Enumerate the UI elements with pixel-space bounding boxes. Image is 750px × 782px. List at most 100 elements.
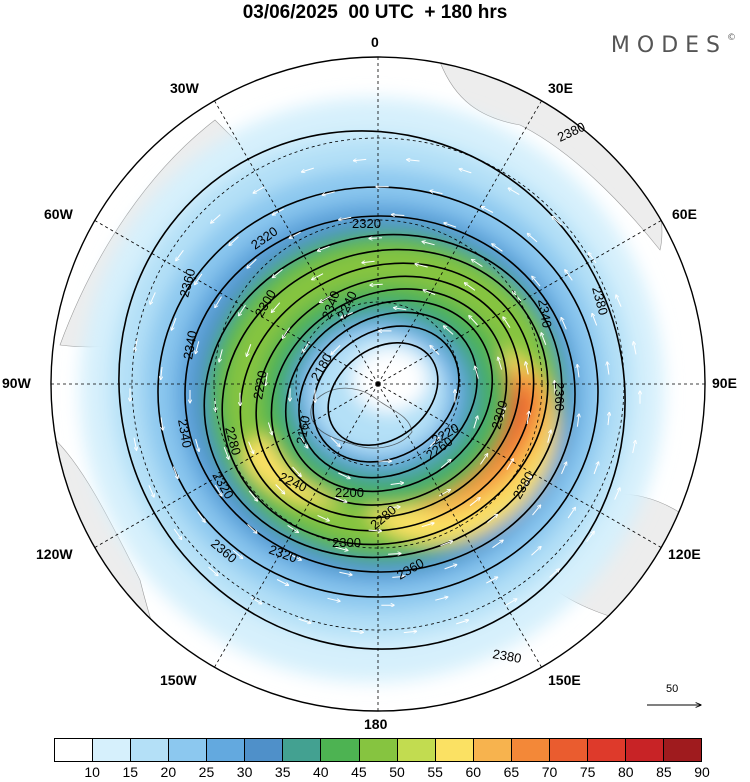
meridian-line xyxy=(214,100,379,385)
wind-vector xyxy=(272,269,283,277)
wind-vector xyxy=(368,530,382,531)
wind-vector xyxy=(440,459,451,469)
wind-vector xyxy=(335,546,348,550)
wind-vector xyxy=(327,597,341,601)
wind-vector xyxy=(362,261,375,263)
contour-2160 xyxy=(327,341,439,447)
wind-vector xyxy=(172,466,178,479)
polar-map: 2380 2380 2380 2380 2360 2360 2360 2360 … xyxy=(50,56,706,712)
wind-vector xyxy=(370,284,383,285)
wind-vector xyxy=(322,191,335,195)
contour-label: 2360 xyxy=(552,382,567,411)
wind-vector xyxy=(275,484,285,494)
wind-vector xyxy=(524,476,532,488)
wind-vector xyxy=(492,244,503,252)
wind-vector xyxy=(549,569,560,578)
wind-vector xyxy=(331,345,341,354)
wind-vector xyxy=(247,524,258,533)
contour-label: 2360 xyxy=(176,267,198,299)
contour-2260 xyxy=(255,275,521,519)
wind-vector xyxy=(531,547,542,556)
wind-vector xyxy=(353,159,367,160)
colorbar-swatch xyxy=(169,739,208,761)
colorbar-swatch xyxy=(473,739,512,761)
wind-vector xyxy=(577,414,579,427)
lon-label-90E: 90E xyxy=(712,375,737,391)
wind-vector xyxy=(527,233,538,243)
contour-label: 2280 xyxy=(222,425,244,457)
lon-label-150W: 150W xyxy=(160,672,197,688)
contour-label: 2380 xyxy=(589,285,611,317)
wind-vector xyxy=(443,326,454,335)
wind-vector xyxy=(176,250,184,260)
wind-vector xyxy=(633,342,637,355)
wind-vector xyxy=(215,296,222,308)
wind-vector xyxy=(161,417,163,430)
wind-vector xyxy=(276,579,289,586)
colorbar-tick-label: 80 xyxy=(617,764,634,780)
colorbar-tick-label: 40 xyxy=(313,764,329,780)
wind-vector xyxy=(214,484,222,496)
wind-vector xyxy=(423,290,436,296)
wind-vector xyxy=(552,216,562,226)
wind-vector xyxy=(369,238,382,239)
contour-2280 xyxy=(239,262,535,532)
wind-vector xyxy=(430,191,443,195)
lon-label-30W: 30W xyxy=(170,80,199,96)
wind-vector xyxy=(554,381,555,394)
wind-vector xyxy=(298,618,311,623)
contour-label: 2160 xyxy=(293,414,313,445)
wind-vector xyxy=(503,406,505,420)
wind-vector xyxy=(608,412,609,426)
colorbar-swatch xyxy=(93,739,132,761)
wind-vector xyxy=(567,507,575,519)
contour-label: 2300 xyxy=(488,399,510,431)
wind-vector xyxy=(173,528,182,540)
wind-vector xyxy=(429,437,439,447)
reference-vector-label: 50 xyxy=(666,683,679,695)
brand-logo: MODES© xyxy=(611,33,736,58)
wind-vector xyxy=(248,490,257,501)
lon-label-30E: 30E xyxy=(548,80,573,96)
colorbar-swatch xyxy=(435,739,474,761)
colorbar-tick-label: 70 xyxy=(541,764,558,780)
wind-vector xyxy=(246,344,252,356)
wind-vector xyxy=(388,554,401,555)
wind-vector xyxy=(440,541,453,547)
wind-vector xyxy=(208,566,219,576)
wind-vectors xyxy=(130,159,640,632)
lon-label-120E: 120E xyxy=(668,546,701,562)
wind-vector xyxy=(616,295,622,307)
colorbar-swatch xyxy=(549,739,588,761)
wind-vector xyxy=(248,441,254,454)
wind-vector xyxy=(505,599,517,606)
wind-vector xyxy=(232,549,243,559)
map-border xyxy=(50,56,706,712)
wind-vector xyxy=(391,215,405,216)
wind-vector xyxy=(444,223,457,228)
wind-vector xyxy=(421,523,434,528)
wind-vector xyxy=(444,565,457,570)
colorbar-tick-label: 35 xyxy=(274,764,291,780)
lon-label-60E: 60E xyxy=(672,206,697,222)
wind-vector xyxy=(565,270,573,281)
wind-vector xyxy=(341,312,353,318)
wind-vector xyxy=(561,462,567,474)
lon-label-180: 180 xyxy=(364,716,388,732)
wind-vector xyxy=(481,207,494,213)
colorbar-swatch xyxy=(283,739,322,761)
colorbar-tick-label: 20 xyxy=(160,764,177,780)
colorbar-tick-label: 90 xyxy=(694,764,710,780)
wind-vector xyxy=(229,236,239,246)
wind-vector xyxy=(403,631,417,632)
wind-vector xyxy=(150,292,156,304)
wind-vector xyxy=(464,283,476,291)
colorbar-swatch xyxy=(321,739,360,761)
wind-vector xyxy=(479,454,487,465)
colorbar xyxy=(54,738,702,762)
contour-2380 xyxy=(118,130,626,650)
wind-vector xyxy=(430,345,440,355)
wind-vector xyxy=(250,596,262,604)
wind-vector xyxy=(197,511,206,523)
chart-title: 03/06/2025 00 UTC + 180 hrs xyxy=(242,2,508,23)
